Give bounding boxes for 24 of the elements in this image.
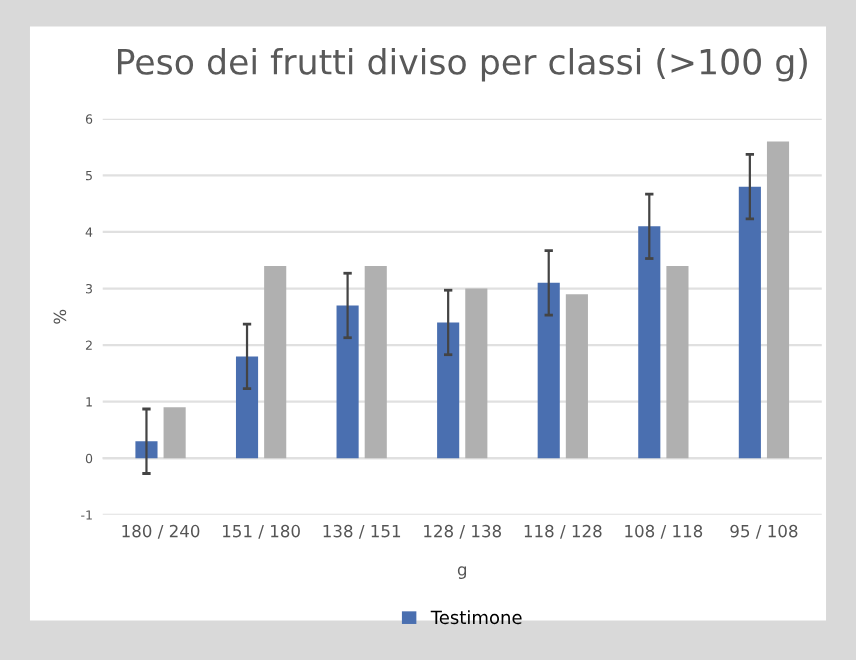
bar bbox=[364, 265, 387, 459]
bar bbox=[163, 407, 186, 459]
bar bbox=[336, 305, 359, 459]
bar bbox=[465, 288, 488, 459]
x-axis-title: g bbox=[457, 566, 467, 579]
bar bbox=[235, 356, 259, 459]
x-tick-label: 118 / 128 bbox=[524, 524, 602, 539]
bar bbox=[565, 294, 588, 459]
x-tick-label: 151 / 180 bbox=[223, 524, 300, 539]
bar bbox=[738, 186, 761, 459]
bar bbox=[264, 265, 287, 459]
x-tick-label: 138 / 151 bbox=[323, 524, 401, 539]
chart-title: Peso dei frutti diviso per classi (>100 g) bbox=[118, 47, 807, 82]
legend-label: Testimone bbox=[430, 610, 522, 625]
bar bbox=[638, 226, 661, 459]
x-tick-label: 180 / 240 bbox=[122, 524, 200, 539]
x-tick-label: 95 / 108 bbox=[730, 524, 798, 539]
x-tick-label: 128 / 138 bbox=[424, 524, 502, 539]
bar bbox=[437, 322, 460, 459]
bar bbox=[766, 141, 790, 459]
y-axis-title: % bbox=[53, 309, 67, 324]
bar bbox=[666, 265, 689, 459]
bar bbox=[537, 282, 560, 459]
x-tick-label: 108 / 118 bbox=[625, 524, 703, 539]
